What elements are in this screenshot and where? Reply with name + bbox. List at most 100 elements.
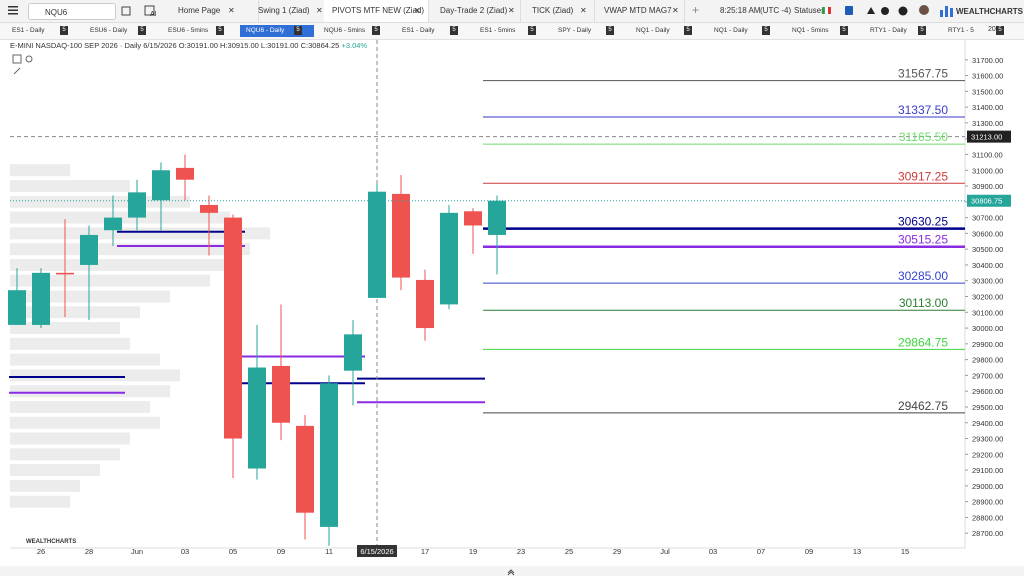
pivot-label: 31567.75 xyxy=(898,67,948,81)
chart-tab[interactable]: RTY1 - Daily 5 xyxy=(864,25,938,37)
candle-body xyxy=(488,200,506,235)
chart-tab-label: NQ1 - Daily xyxy=(714,27,748,34)
y-tick-label: 31500.00 xyxy=(972,87,1003,96)
volume-profile-bar xyxy=(10,306,140,319)
volume-profile-bar xyxy=(10,337,130,350)
chart-tab-badge: 5 xyxy=(762,26,770,35)
chart-tab[interactable]: ES1 - Daily 5 xyxy=(396,25,470,37)
chart-tab-label: ESU6 - Daily xyxy=(90,27,128,34)
chart-tab[interactable]: RTY1 - 5 5 xyxy=(942,25,1016,37)
pivot-label: 29462.75 xyxy=(898,399,948,413)
x-tick-label: 11 xyxy=(325,547,333,556)
eye-icon[interactable] xyxy=(25,55,33,63)
y-tick-label: 29100.00 xyxy=(972,466,1003,475)
tab[interactable]: Home Page ✕ xyxy=(170,0,259,22)
y-tick-label: 30900.00 xyxy=(972,182,1003,191)
crosshair-label: 31213.00 xyxy=(971,133,1002,142)
chart-tab-badge: 5 xyxy=(918,26,926,35)
y-tick-label: 31300.00 xyxy=(972,119,1003,128)
y-tick-label: 30300.00 xyxy=(972,277,1003,286)
chart-tab[interactable]: ESU6 - 5mins 5 xyxy=(162,25,236,37)
candle-body xyxy=(464,211,482,226)
volume-profile-bar xyxy=(10,432,130,445)
symbol-search[interactable]: NQU6 xyxy=(28,3,116,20)
candle-body xyxy=(8,290,26,325)
x-tick-label: Jun xyxy=(131,547,143,556)
expand-icon[interactable] xyxy=(507,569,515,576)
volume-profile-bar xyxy=(10,400,150,413)
candle-body xyxy=(152,170,170,201)
volume-profile-bar xyxy=(10,448,120,461)
chart-tab-label: NQU6 - 5mins xyxy=(324,27,366,34)
y-tick-label: 28900.00 xyxy=(972,498,1003,507)
volume-profile-bar xyxy=(10,243,250,256)
volume-profile-bar xyxy=(10,369,180,382)
chart-tab-badge: 5 xyxy=(216,26,224,35)
x-tick-label: 23 xyxy=(517,547,525,556)
tab[interactable]: TICK (Ziad) ✕ xyxy=(524,0,595,22)
pivot-label: 30515.25 xyxy=(898,233,948,247)
chart-tab-label: SPY - Daily xyxy=(558,27,592,34)
tab-active[interactable]: PIVOTS MTF NEW (Ziad) ✕ xyxy=(324,0,429,22)
clock: 8:25:18 AM xyxy=(720,6,761,15)
chart-tab-label: RTY1 - Daily xyxy=(870,27,907,34)
tab[interactable]: VWAP MTD MAG7 ✕ xyxy=(596,0,685,22)
candle-body xyxy=(440,212,458,305)
volume-profile-bar xyxy=(10,274,210,287)
chart-tab[interactable]: NQU6 - Daily 5 xyxy=(240,25,314,37)
watermark: WEALTHCHARTS xyxy=(26,539,76,545)
chart-tab[interactable]: NQ1 - Daily 5 xyxy=(630,25,704,37)
y-tick-label: 29900.00 xyxy=(972,340,1003,349)
pivot-label: 30917.25 xyxy=(898,169,948,183)
x-label-highlight xyxy=(357,545,397,557)
symbol-name: E-MINI NASDAQ-100 SEP 2026 · Daily xyxy=(10,41,142,50)
chart-tab[interactable]: ESU6 - Daily 5 xyxy=(84,25,158,37)
pencil-icon[interactable] xyxy=(13,67,21,75)
tab-label: Swing 1 (Ziad) xyxy=(258,6,310,15)
timezone: (UTC -4) xyxy=(760,6,792,15)
y-tick-label: 29800.00 xyxy=(972,356,1003,365)
chart-tab-badge: 5 xyxy=(60,26,68,35)
ai-label: AI xyxy=(150,11,157,18)
volume-profile-bar xyxy=(10,227,270,240)
chart-count[interactable]: 20 xyxy=(988,26,996,33)
x-tick-label: 25 xyxy=(565,547,573,556)
open-text: O:30191.00 xyxy=(178,41,218,50)
toolbar-icons[interactable] xyxy=(822,5,932,19)
menu-icon[interactable] xyxy=(8,6,18,15)
zoom-icon[interactable] xyxy=(12,54,22,64)
price-axis-bg xyxy=(965,40,1024,565)
x-tick-label: 6/15/2026 xyxy=(360,547,393,556)
chart-tab-badge: 5 xyxy=(294,26,302,35)
y-tick-label: 30000.00 xyxy=(972,324,1003,333)
chart-tabs: 20 ES1 - Daily 5 ESU6 - Daily 5 ESU6 - 5mins… xyxy=(0,23,1024,40)
statuses[interactable]: Statuses xyxy=(794,6,826,15)
plot-layer: 31567.75 31337.50 31165.50 30917.25 30630.25… xyxy=(8,40,965,549)
x-tick-label: 13 xyxy=(853,547,861,556)
chart-tab[interactable]: NQU6 - 5mins 5 xyxy=(318,25,392,37)
chart-tab-badge: 5 xyxy=(138,26,146,35)
last-price-bg xyxy=(967,194,1011,207)
chart-tab[interactable]: SPY - Daily 5 xyxy=(552,25,626,37)
x-tick-label: 19 xyxy=(469,547,477,556)
tool-icons[interactable] xyxy=(121,5,161,17)
candle-body xyxy=(272,365,290,423)
y-tick-label: 29200.00 xyxy=(972,450,1003,459)
pivot-label: 31337.50 xyxy=(898,103,948,117)
candle-body xyxy=(392,193,410,278)
chart-tab-badge: 5 xyxy=(684,26,692,35)
volume-profile-bar xyxy=(10,353,160,366)
tab[interactable]: Day-Trade 2 (Ziad) ✕ xyxy=(432,0,521,22)
chart-tab[interactable]: ES1 - Daily 5 xyxy=(6,25,80,37)
chart-tab-label: ES1 - 5mins xyxy=(480,27,516,34)
chart-tab-label: ESU6 - 5mins xyxy=(168,27,209,34)
y-tick-label: 28800.00 xyxy=(972,513,1003,522)
chart-tab[interactable]: ES1 - 5mins 5 xyxy=(474,25,548,37)
add-tab[interactable]: + xyxy=(692,3,700,17)
y-tick-label: 30600.00 xyxy=(972,229,1003,238)
chart-tab-label: NQ1 - 5mins xyxy=(792,27,829,34)
chart-tab[interactable]: NQ1 - 5mins 5 xyxy=(786,25,860,37)
y-tick-label: 30100.00 xyxy=(972,308,1003,317)
chart-tab-badge: 5 xyxy=(372,26,380,35)
chart-tab[interactable]: NQ1 - Daily 5 xyxy=(708,25,782,37)
